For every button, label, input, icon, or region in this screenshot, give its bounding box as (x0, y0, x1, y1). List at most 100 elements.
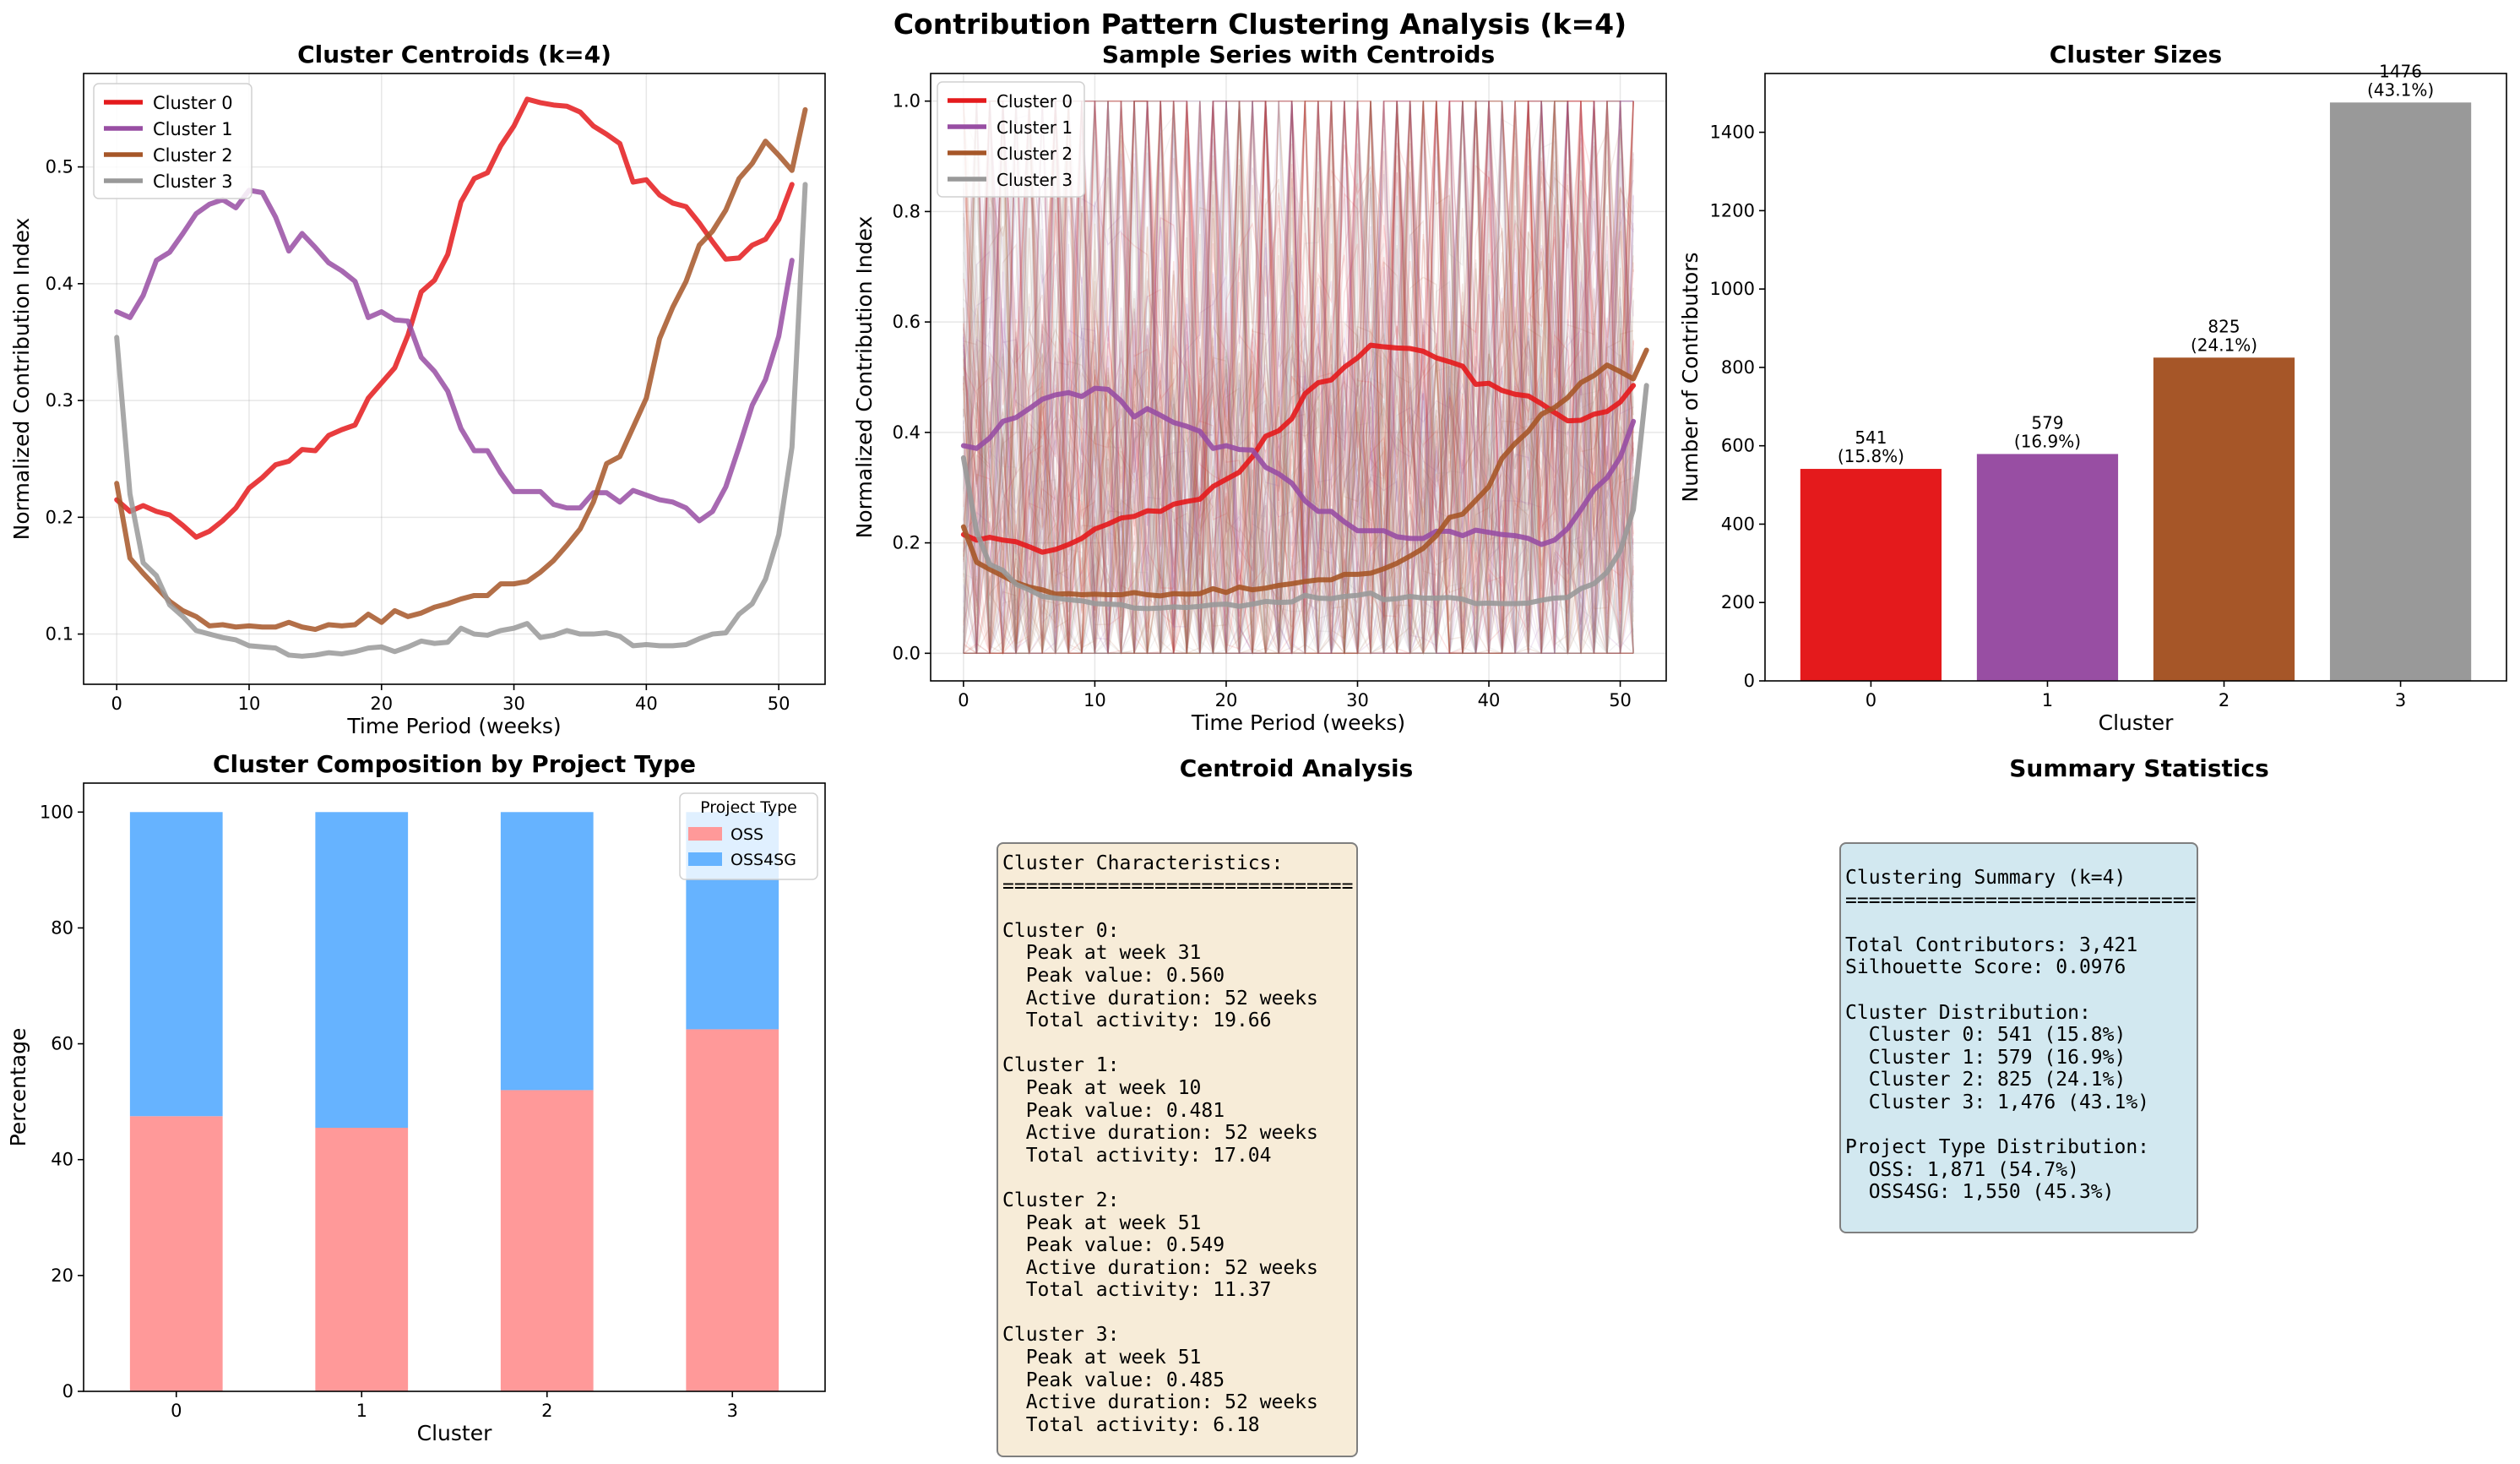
y-tick-label: 200 (1721, 592, 1755, 612)
stacked-bar-oss-1 (315, 1128, 409, 1391)
bar-percent-label: (15.8%) (1838, 446, 1904, 466)
sample-line (963, 217, 1634, 655)
sample-line (963, 100, 1634, 644)
legend-label: Cluster 2 (997, 144, 1073, 164)
bar-percent-label: (16.9%) (2014, 431, 2081, 451)
x-tick-label: 1 (356, 1401, 367, 1421)
x-tick-label: 0 (958, 690, 969, 710)
sample-line (963, 158, 1634, 656)
sample-line (963, 109, 1634, 655)
sample-line (963, 100, 1634, 652)
sample-line (963, 135, 1634, 655)
bar-cluster-2 (2153, 357, 2295, 681)
legend-label: Cluster 1 (153, 119, 233, 139)
bar-percent-label: (43.1%) (2367, 79, 2434, 100)
sample-line (963, 100, 1634, 649)
sample-line (963, 341, 1634, 655)
sample-line (963, 141, 1634, 656)
y-tick-label: 0.3 (46, 390, 73, 411)
sample-line (963, 131, 1634, 655)
legend-label: Cluster 3 (997, 170, 1073, 190)
sample-line (963, 298, 1634, 656)
sample-line (963, 106, 1634, 655)
series-line-cluster-1 (960, 385, 1637, 547)
sample-line (963, 100, 1634, 628)
sample-line (963, 176, 1634, 656)
sample-line (963, 104, 1634, 656)
sample-line (963, 182, 1634, 655)
sample-line (963, 100, 1634, 624)
summary-statistics-box: Clustering Summary (k=4) ===============… (1839, 842, 2198, 1233)
sample-line (963, 100, 1634, 654)
sample-line (963, 100, 1634, 634)
sample-line (963, 100, 1634, 649)
sample-line (963, 101, 1634, 655)
x-tick-label: 30 (502, 694, 525, 714)
sample-line (963, 122, 1634, 655)
x-tick-label: 0 (171, 1401, 182, 1421)
legend-label: Cluster 3 (153, 171, 233, 192)
x-tick-label: 40 (1478, 690, 1501, 710)
y-tick-label: 40 (51, 1150, 73, 1170)
legend-label: Cluster 1 (997, 117, 1073, 138)
axes-frame (930, 73, 1667, 682)
x-tick-label: 30 (1346, 690, 1369, 710)
sample-line (963, 100, 1634, 646)
legend-label: Cluster 0 (153, 93, 233, 113)
chart-title: Cluster Composition by Project Type (213, 750, 696, 778)
sample-line (963, 107, 1634, 655)
sample-line (963, 100, 1634, 653)
sizes-chart: 541(15.8%) 579(16.9%) 825(24.1%) 1476(43.1%… (1678, 41, 2507, 735)
centroid-analysis-box: Cluster Characteristics: ===============… (997, 842, 1358, 1457)
legend-box (937, 81, 1085, 198)
sample-line (963, 366, 1634, 655)
sample-line (963, 100, 1634, 650)
y-tick-label: 0.1 (46, 624, 73, 645)
bar-cluster-1 (1976, 454, 2119, 681)
sample-line (963, 113, 1634, 655)
sample-line (963, 100, 1634, 640)
y-tick-label: 0.6 (893, 312, 921, 332)
series-line-cluster-1 (114, 188, 795, 524)
sample-line (963, 125, 1634, 655)
sample-line (963, 100, 1634, 648)
sample-line (963, 100, 1634, 645)
x-tick-label: 3 (727, 1401, 738, 1421)
samples-chart: 0 10 20 30 40 50 0.0 0.2 0.4 0.6 0.8 1.0 Sample Seri… (852, 41, 1667, 735)
y-tick-label: 600 (1721, 436, 1755, 456)
y-tick-label: 0.8 (893, 201, 921, 221)
sample-line (963, 139, 1634, 656)
bar-cluster-3 (2329, 102, 2472, 681)
bar-percent-label: (24.1%) (2191, 335, 2257, 355)
sample-line (963, 101, 1634, 643)
x-tick-label: 2 (541, 1401, 552, 1421)
legend-swatch (688, 852, 722, 866)
chart-title: Sample Series with Centroids (1102, 41, 1495, 68)
sample-line (963, 100, 1634, 641)
axes-frame (1764, 73, 2507, 682)
series-line-cluster-3 (114, 182, 808, 659)
y-tick-label: 0.4 (893, 422, 921, 443)
sample-line (963, 100, 1634, 650)
legend-title: Project Type (700, 798, 797, 817)
sample-line (963, 100, 1634, 653)
sample-line (963, 129, 1634, 655)
x-tick-label: 0 (1866, 690, 1876, 710)
sample-line (963, 100, 1634, 645)
x-tick-label: 20 (1215, 690, 1238, 710)
sample-line (963, 348, 1634, 656)
sample-line (963, 100, 1634, 651)
y-tick-label: 1000 (1710, 279, 1755, 299)
sample-line (963, 128, 1634, 656)
sample-line (963, 104, 1634, 655)
chart-title: Cluster Sizes (2050, 41, 2222, 68)
legend-label: OSS (730, 825, 763, 844)
sample-line (963, 217, 1634, 656)
sample-line (963, 100, 1634, 647)
sample-line (963, 164, 1634, 655)
sample-line (963, 102, 1634, 655)
sample-line (963, 100, 1634, 650)
sample-line (963, 147, 1634, 656)
x-tick-label: 2 (2219, 690, 2229, 710)
